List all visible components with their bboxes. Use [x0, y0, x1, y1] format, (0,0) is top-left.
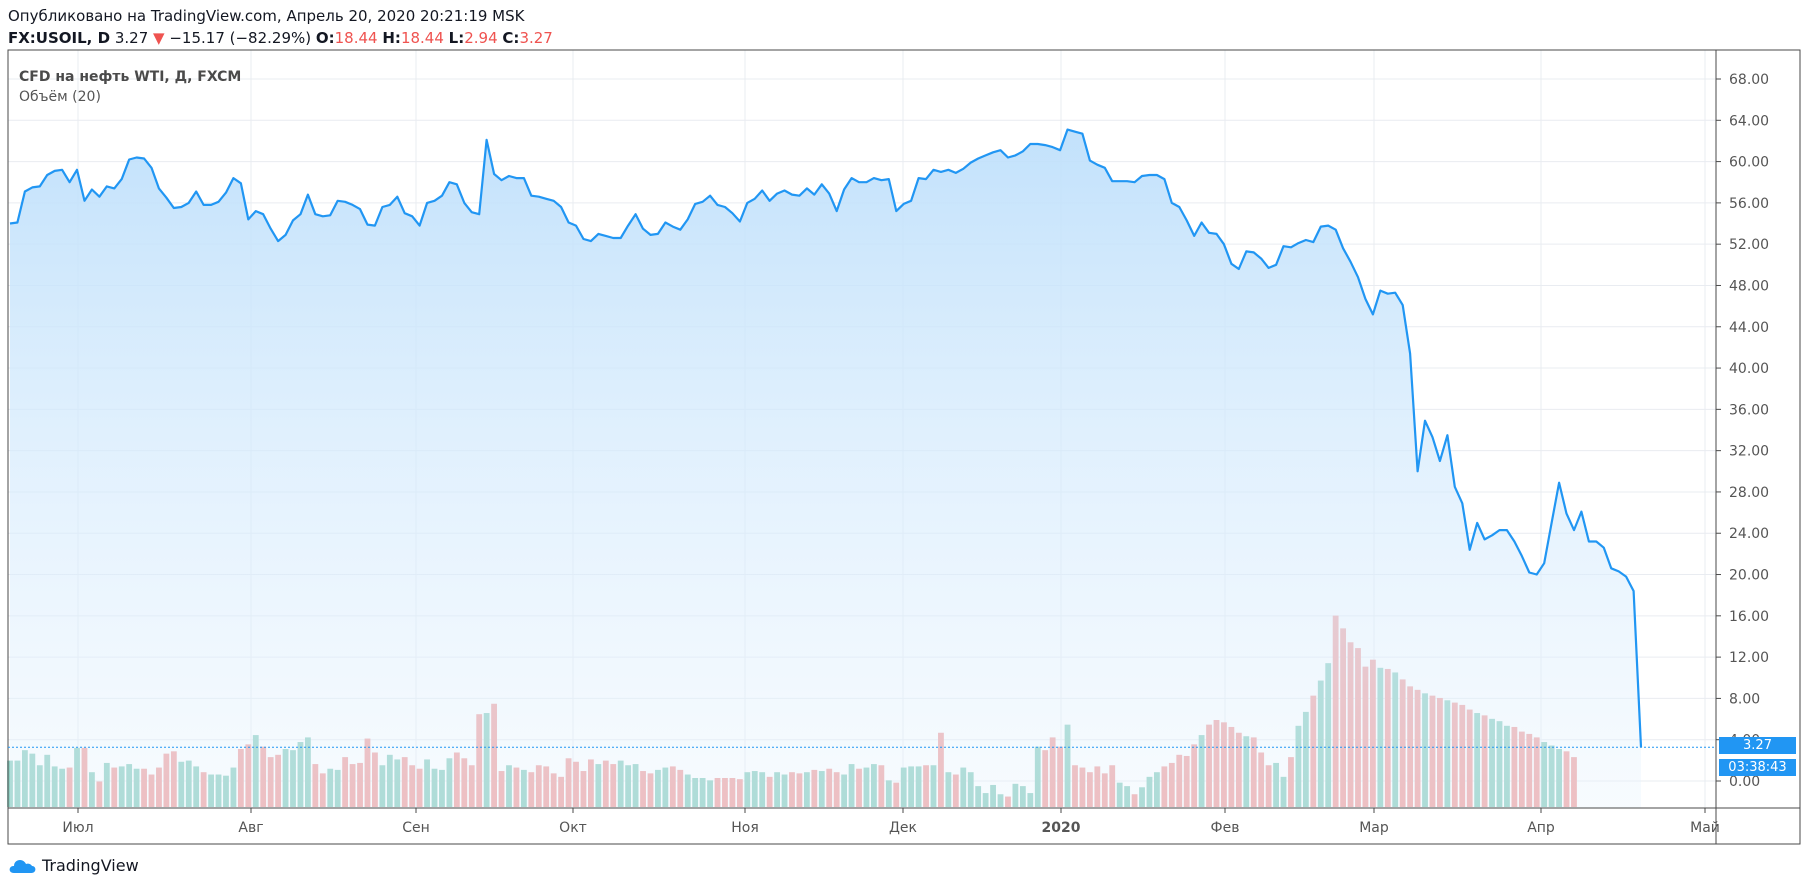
y-tick-label: 24.00 [1729, 526, 1769, 542]
y-tick-label: 36.00 [1729, 402, 1769, 418]
high-value: 18.44 [400, 29, 444, 47]
volume-indicator-label: Объём (20) [19, 89, 101, 105]
cloud-icon [9, 859, 36, 873]
x-tick-label: Сен [402, 820, 430, 836]
countdown-label: 03:38:43 [1719, 759, 1796, 776]
x-tick-label: Мар [1359, 820, 1389, 836]
y-tick-label: 28.00 [1729, 485, 1769, 501]
tradingview-logo[interactable]: TradingView [8, 856, 139, 875]
down-arrow-icon: ▼ [153, 29, 165, 47]
y-tick-label: 68.00 [1729, 72, 1769, 88]
y-tick-label: 32.00 [1729, 444, 1769, 460]
x-tick-label: 2020 [1042, 820, 1081, 836]
symbol-name: FX:USOIL, D [8, 29, 111, 47]
y-tick-label: 12.00 [1729, 650, 1769, 666]
y-tick-label: 0.00 [1729, 774, 1760, 790]
y-tick-label: 8.00 [1729, 691, 1760, 707]
x-tick-label: Авг [238, 820, 263, 836]
instrument-title: CFD на нефть WTI, Д, FXCM [19, 69, 242, 85]
x-tick-label: Фев [1211, 820, 1240, 836]
symbol-summary: FX:USOIL, D 3.27 ▼ −15.17 (−82.29%) O:18… [8, 28, 553, 48]
published-text: Опубликовано на TradingView.com, Апрель … [8, 7, 525, 25]
chart-frame [7, 49, 1801, 845]
close-label: C: [502, 29, 520, 47]
x-tick-label: Ноя [731, 820, 759, 836]
y-tick-label: 40.00 [1729, 361, 1769, 377]
y-tick-label: 60.00 [1729, 155, 1769, 171]
price-axis[interactable]: 0.004.008.0012.0016.0020.0024.0028.0032.… [1716, 72, 1769, 790]
price-line [9, 128, 1643, 748]
last-price-label: 3.27 [1719, 737, 1796, 754]
x-tick-label: Май [1690, 820, 1720, 836]
time-axis[interactable]: Июл Авг Сен Окт Ноя Дек 2020 Фев Мар Апр Май [62, 808, 1720, 836]
price-area [10, 129, 1641, 809]
low-value: 2.94 [464, 29, 498, 47]
open-value: 18.44 [334, 29, 378, 47]
y-tick-label: 44.00 [1729, 320, 1769, 336]
price-change: −15.17 (−82.29%) [169, 29, 312, 47]
y-tick-label: 16.00 [1729, 609, 1769, 625]
x-tick-label: Июл [62, 820, 93, 836]
high-label: H: [382, 29, 401, 47]
y-tick-label: 56.00 [1729, 196, 1769, 212]
y-tick-label: 64.00 [1729, 113, 1769, 129]
y-tick-label: 20.00 [1729, 568, 1769, 584]
close-value: 3.27 [519, 29, 553, 47]
brand-text: TradingView [42, 856, 139, 875]
x-tick-label: Апр [1527, 820, 1555, 836]
outer-border [7, 49, 1801, 845]
y-tick-label: 52.00 [1729, 237, 1769, 253]
x-tick-label: Окт [559, 820, 587, 836]
published-caption: Опубликовано на TradingView.com, Апрель … [8, 6, 524, 26]
x-tick-label: Дек [889, 820, 917, 836]
low-label: L: [448, 29, 465, 47]
chart-legend: CFD на нефть WTI, Д, FXCM Объём (20) [19, 67, 241, 107]
last-price: 3.27 [114, 29, 149, 47]
y-tick-label: 48.00 [1729, 278, 1769, 294]
open-label: O: [315, 29, 335, 47]
